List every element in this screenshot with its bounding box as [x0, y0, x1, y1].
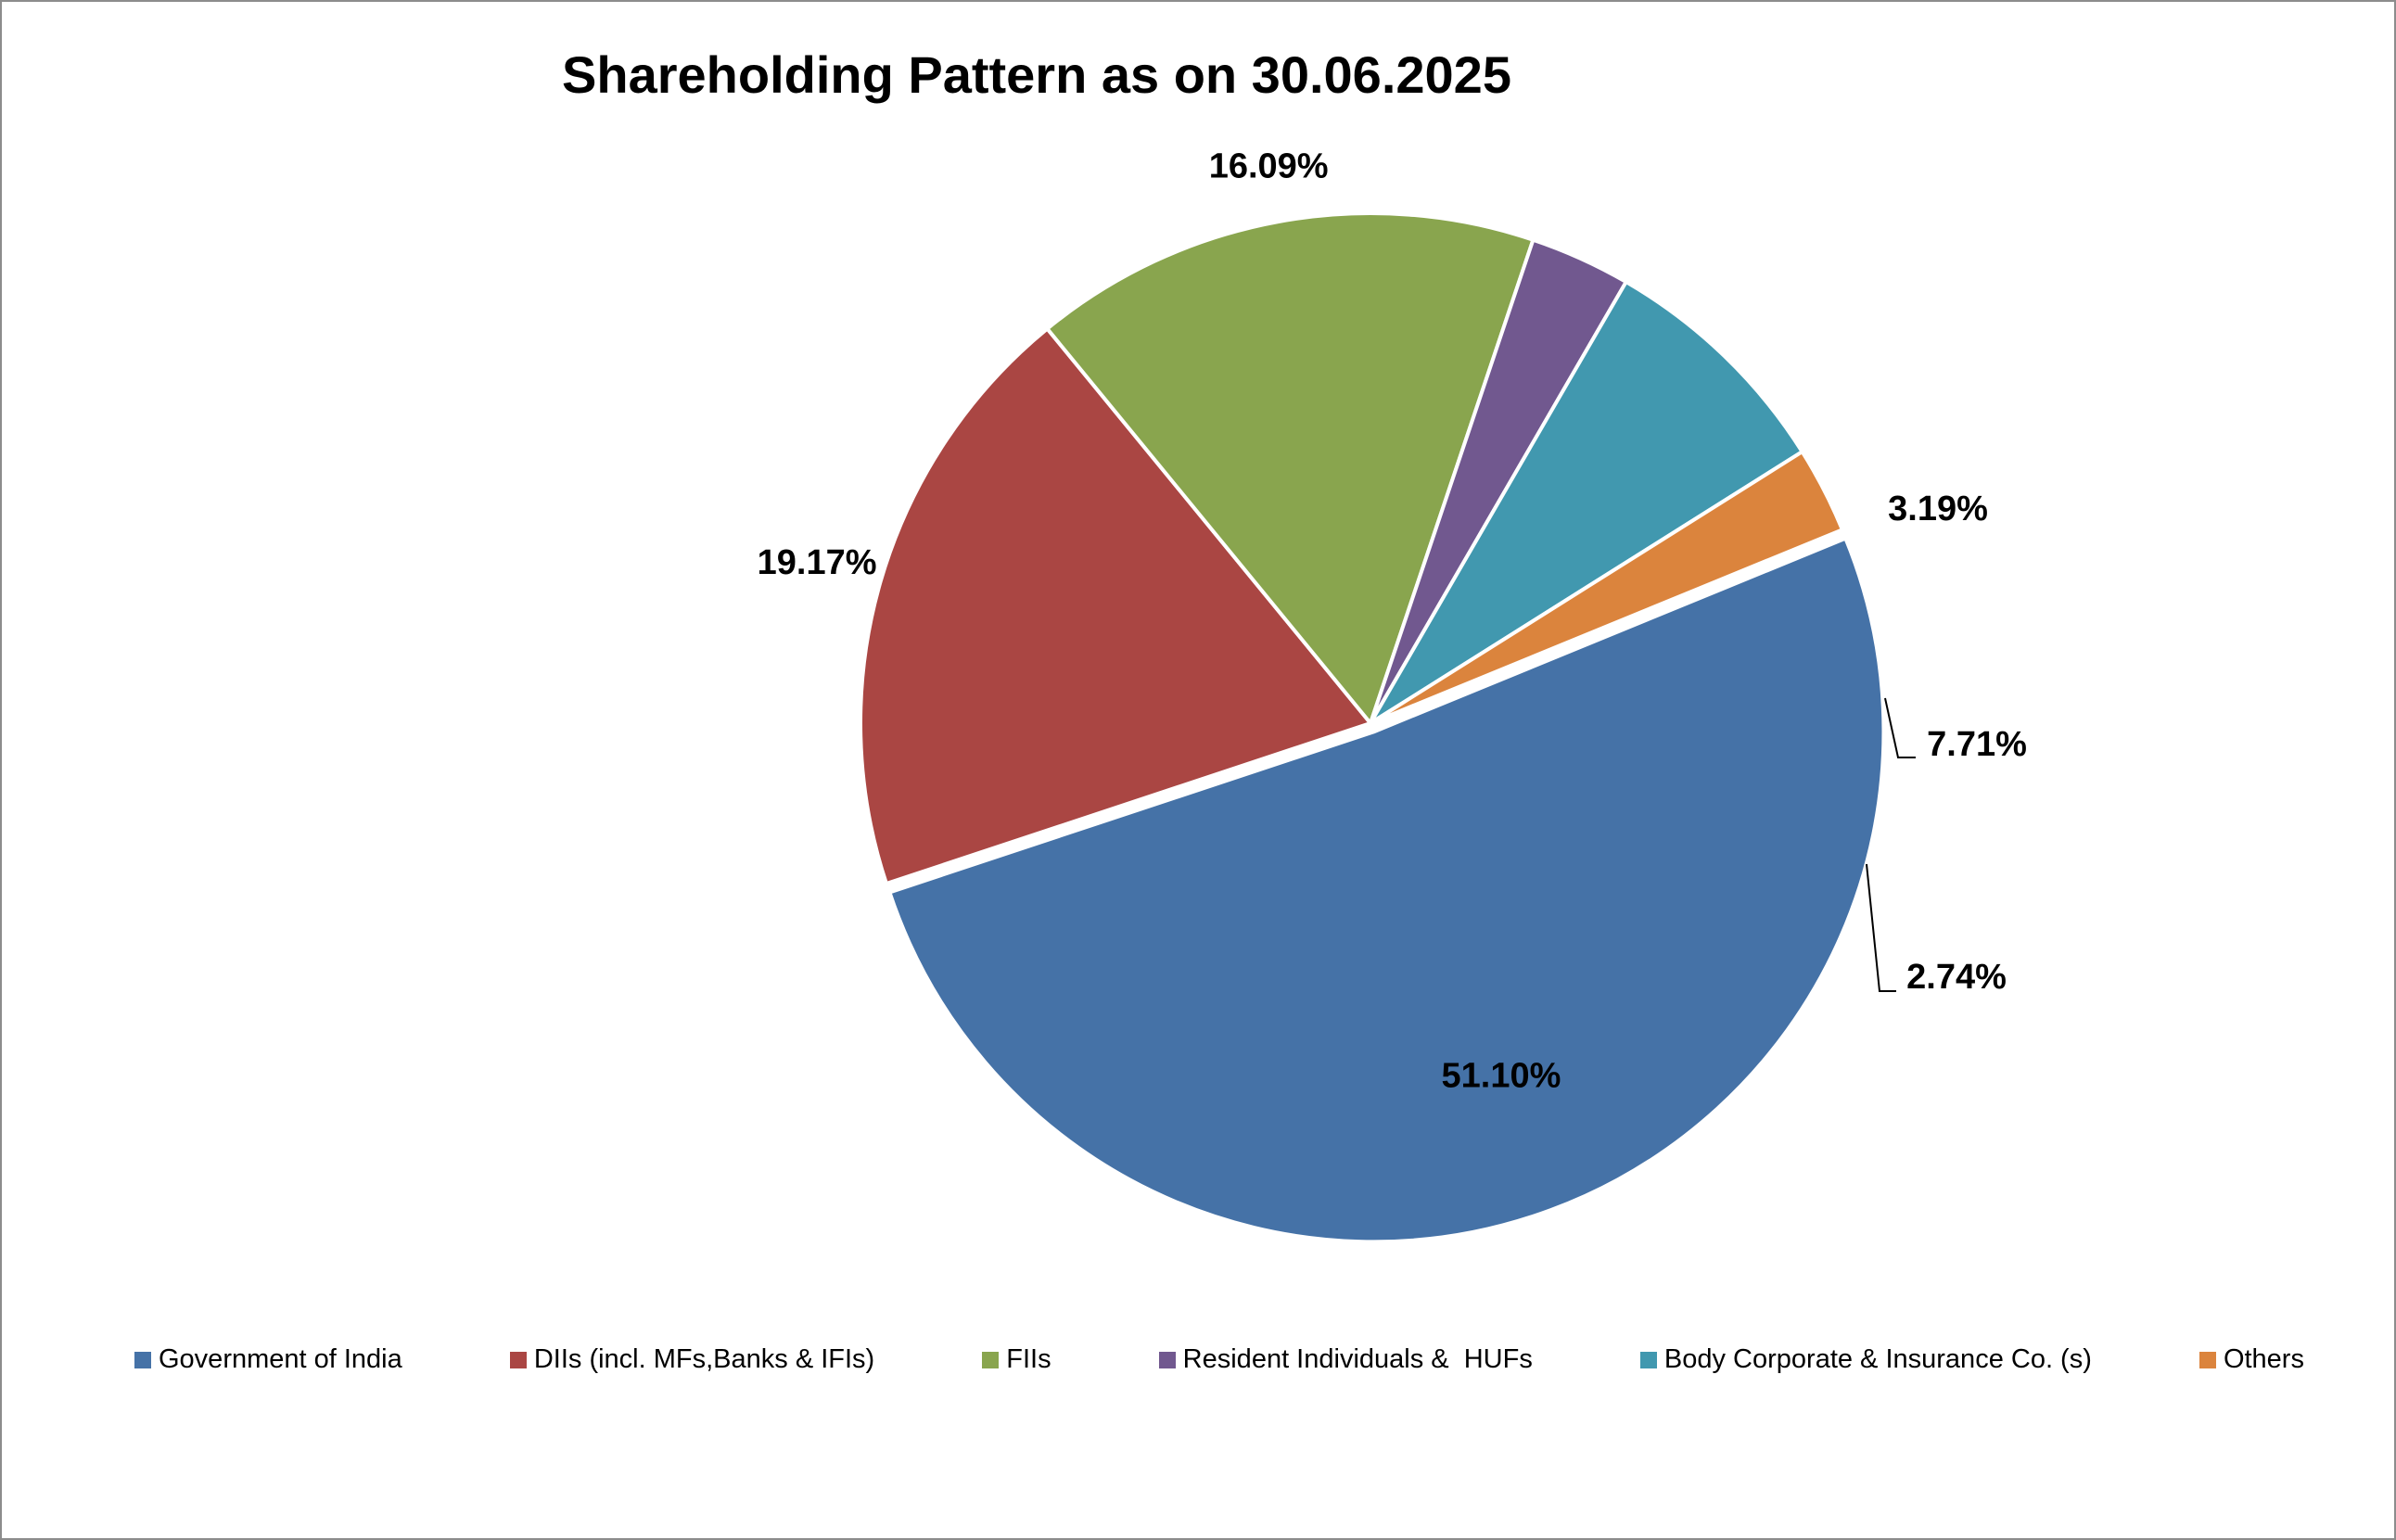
pie-slice-diis — [859, 326, 1372, 886]
legend-swatch — [1639, 1351, 1657, 1368]
legend-item-others: Others — [2198, 1344, 2304, 1375]
leader-line-body-corporate — [1884, 697, 1916, 758]
chart-legend: Government of India DIIs (incl. MFs,Bank… — [134, 1344, 2304, 1375]
data-label-government-of-india: 51.10% — [1442, 1057, 1561, 1096]
pie-data-labels: 51.10% 19.17% 16.09% 3.19% 7.71% 2.74% — [758, 146, 2027, 1095]
data-label-diis: 19.17% — [758, 543, 877, 582]
legend-swatch — [509, 1351, 527, 1368]
data-label-body-corporate: 7.71% — [1927, 725, 2027, 764]
data-label-fiis: 16.09% — [1209, 146, 1329, 185]
legend-swatch — [134, 1351, 151, 1368]
legend-item-body-corporate: Body Corporate & Insurance Co. (s) — [1639, 1344, 2092, 1375]
legend-label: Government of India — [159, 1344, 402, 1374]
data-label-others: 2.74% — [1906, 958, 2007, 997]
legend-label: Resident Individuals & HUFs — [1182, 1344, 1533, 1374]
legend-label: Others — [2223, 1344, 2304, 1374]
pie-slices — [859, 211, 1886, 1244]
pie-slice-government-of-india — [887, 536, 1886, 1244]
legend-swatch — [982, 1351, 1000, 1368]
legend-item-resident-individuals: Resident Individuals & HUFs — [1158, 1344, 1533, 1375]
legend-label: DIIs (incl. MFs,Banks & IFIs) — [533, 1344, 875, 1374]
legend-swatch — [2198, 1351, 2216, 1368]
data-label-resident-individuals: 3.19% — [1888, 490, 1988, 528]
leader-line-others — [1866, 863, 1896, 992]
legend-swatch — [1158, 1351, 1176, 1368]
legend-label: FIIs — [1006, 1344, 1051, 1374]
pie-slice-body-corporate — [1369, 280, 1804, 725]
legend-label: Body Corporate & Insurance Co. (s) — [1663, 1344, 2092, 1374]
legend-item-diis: DIIs (incl. MFs,Banks & IFIs) — [509, 1344, 875, 1375]
legend-item-government-of-india: Government of India — [134, 1344, 402, 1375]
chart-title: Shareholding Pattern as on 30.06.2025 — [562, 45, 1511, 104]
pie-slice-others — [1369, 450, 1844, 725]
legend-item-fiis: FIIs — [982, 1344, 1051, 1375]
